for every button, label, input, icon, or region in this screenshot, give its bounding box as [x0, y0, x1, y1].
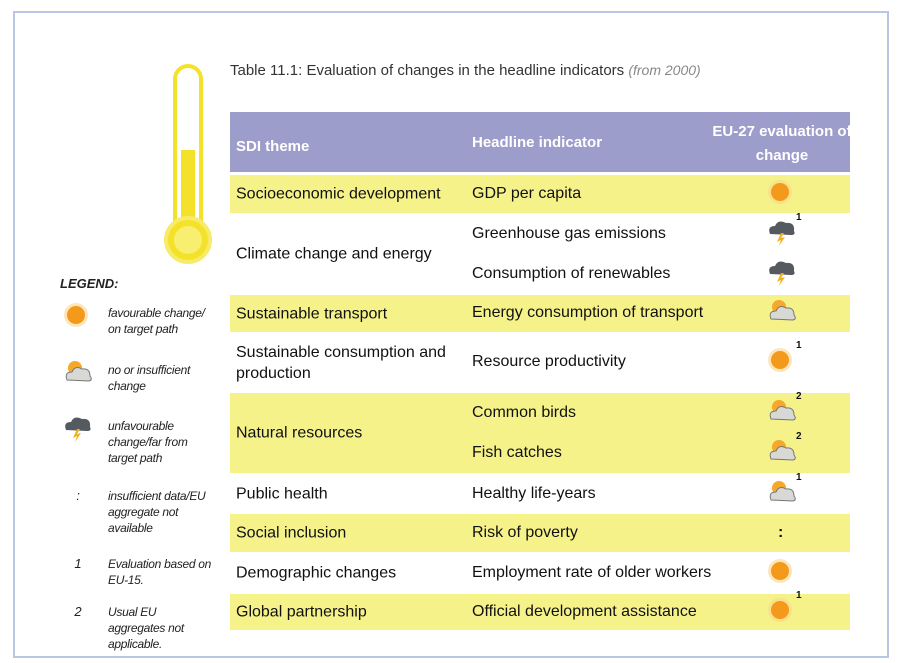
- row-band: [230, 514, 850, 552]
- header-band: [230, 112, 850, 172]
- indicator-cell: Resource productivity: [472, 353, 626, 370]
- evaluation-icon: [766, 596, 800, 624]
- theme-cell: Sustainable transport: [236, 305, 388, 322]
- legend-icon: [62, 358, 96, 386]
- indicator-cell: Healthy life-years: [472, 485, 596, 502]
- evaluation-text: :: [778, 524, 784, 541]
- row-band: [230, 393, 850, 473]
- legend-symbol: 1: [74, 556, 82, 571]
- evaluation-icon: [766, 437, 800, 465]
- indicator-cell: Fish catches: [472, 444, 562, 461]
- indicator-cell: Official development assistance: [472, 603, 697, 620]
- legend-icon-svg: [65, 417, 91, 442]
- legend-text: Evaluation based on EU-15.: [108, 557, 212, 587]
- header-cell: SDI theme: [236, 138, 310, 155]
- footnote-mark: 1: [796, 212, 802, 223]
- title-text: Table 11.1: Evaluation of changes in the…: [230, 62, 625, 79]
- row-band: [230, 295, 850, 332]
- legend-icon: [62, 414, 96, 442]
- evaluation-icon-svg: [769, 300, 796, 321]
- frame: [13, 11, 889, 658]
- legend-text: favourable change/ on target path: [108, 306, 205, 336]
- theme-cell: Socioeconomic development: [236, 185, 441, 203]
- row-band: [230, 475, 850, 513]
- legend-icon: [62, 301, 96, 329]
- legend-icon-svg: [64, 303, 88, 327]
- evaluation-icon-svg: [769, 221, 795, 246]
- evaluation-icon: [766, 178, 800, 206]
- theme-cell: Natural resources: [236, 424, 363, 442]
- evaluation-icon: [766, 478, 800, 506]
- header-cell: EU-27 evaluation of change: [712, 123, 852, 164]
- footnote-mark: 1: [796, 472, 802, 483]
- evaluation-icon: [766, 297, 800, 325]
- legend-symbol: 2: [74, 604, 82, 619]
- thermometer-shine: [174, 226, 202, 254]
- evaluation-icon: [766, 397, 800, 425]
- evaluation-icon: [766, 346, 800, 374]
- evaluation-icon: [766, 218, 800, 246]
- theme-cell: Demographic changes: [236, 564, 397, 582]
- evaluation-icon-svg: [769, 440, 796, 461]
- table-title: Table 11.1: Evaluation of changes in the…: [230, 62, 701, 79]
- indicator-cell: Energy consumption of transport: [472, 304, 704, 321]
- row-band: [230, 594, 850, 630]
- evaluation-icon-svg: [768, 598, 792, 622]
- evaluation-icon: [766, 557, 800, 585]
- legend-icon-svg: [65, 361, 92, 382]
- evaluation-icon-svg: [769, 400, 796, 421]
- row-band: [230, 554, 850, 592]
- evaluation-icon: [766, 258, 800, 286]
- footnote-mark: 2: [796, 391, 802, 402]
- legend-text: unfavourable change/far from target path: [108, 419, 188, 465]
- header-cell: Headline indicator: [472, 134, 603, 151]
- legend-title: LEGEND:: [60, 276, 119, 291]
- theme-cell: Social inclusion: [236, 524, 347, 542]
- indicator-cell: GDP per capita: [472, 185, 582, 202]
- footnote-mark: 1: [796, 590, 802, 601]
- footnote-mark: 2: [796, 431, 802, 442]
- indicator-cell: Consumption of renewables: [472, 265, 671, 282]
- theme-cell: Public health: [236, 485, 328, 503]
- legend-text: insufficient data/EU aggregate not avail…: [108, 489, 206, 535]
- title-note: (from 2000): [628, 62, 701, 78]
- evaluation-icon-svg: [769, 481, 796, 502]
- row-band: [230, 214, 850, 294]
- footnote-mark: 1: [796, 340, 802, 351]
- legend-symbol: :: [76, 488, 80, 503]
- indicator-cell: Common birds: [472, 404, 577, 421]
- evaluation-icon-svg: [768, 348, 792, 372]
- theme-cell: Climate change and energy: [236, 245, 432, 263]
- evaluation-icon-svg: [768, 559, 792, 583]
- evaluation-icon-svg: [768, 180, 792, 204]
- row-band: [230, 334, 850, 392]
- theme-cell: Global partnership: [236, 603, 367, 621]
- indicator-cell: Greenhouse gas emissions: [472, 225, 666, 242]
- indicator-cell: Employment rate of older workers: [472, 564, 712, 581]
- legend-text: no or insufficient change: [108, 363, 190, 393]
- row-band: [230, 175, 850, 213]
- evaluation-icon-svg: [769, 261, 795, 286]
- theme-cell: Sustainable consumption and production: [236, 344, 446, 382]
- legend-text: Usual EU aggregates not applicable.: [108, 605, 184, 651]
- indicator-cell: Risk of poverty: [472, 524, 578, 541]
